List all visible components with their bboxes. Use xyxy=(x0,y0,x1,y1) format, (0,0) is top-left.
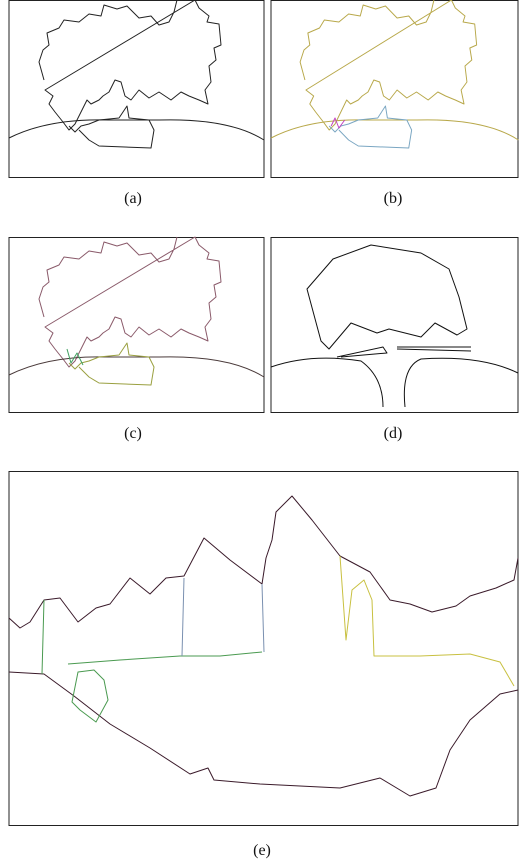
caption: (d) xyxy=(384,425,403,442)
panel-b xyxy=(271,0,518,178)
caption: (e) xyxy=(253,842,271,859)
panel-frame xyxy=(271,238,518,413)
caption: (b) xyxy=(384,190,403,207)
caption: (a) xyxy=(124,190,142,207)
panel-frame xyxy=(9,238,264,413)
panel-d xyxy=(271,238,518,413)
panel-a xyxy=(9,0,264,178)
panel-e xyxy=(9,472,518,826)
figure: (a) (b) (c) (d) (e) xyxy=(0,0,523,860)
panel-c xyxy=(9,237,264,413)
caption: (c) xyxy=(124,425,142,442)
